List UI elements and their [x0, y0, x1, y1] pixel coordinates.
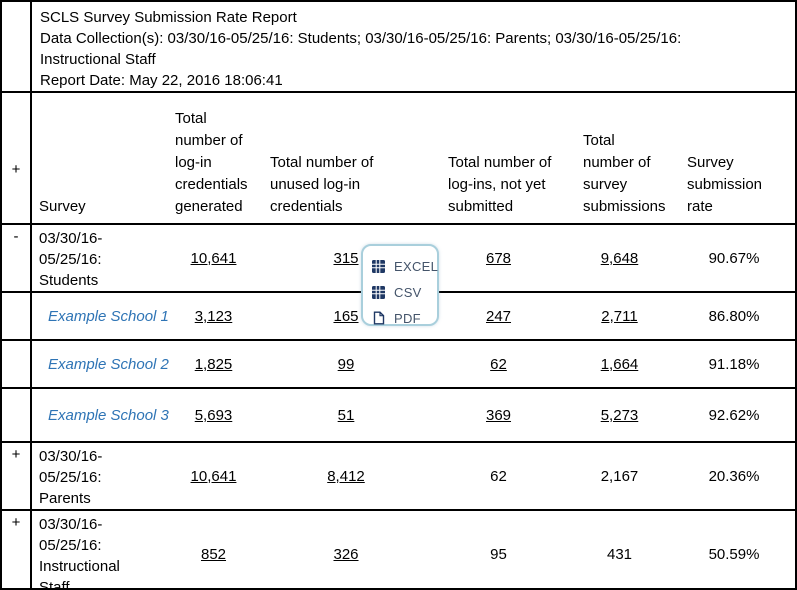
survey-group-label: 03/30/16-05/25/16: Parents	[31, 442, 166, 511]
row-toggle-expand[interactable]: +	[2, 510, 32, 588]
spreadsheet-grid-icon	[372, 285, 385, 299]
export-pdf-label: PDF	[394, 310, 421, 326]
credentials-generated-value[interactable]: 852	[200, 546, 227, 563]
table-row: Example School 3 5,693 51 369 5,273 92.6…	[2, 388, 795, 443]
export-menu: EXCEL CSV PDF	[361, 244, 439, 326]
survey-submissions-value[interactable]: 1,664	[566, 340, 673, 389]
col-header-not-yet-submitted: Total number of log-ins, not yet submitt…	[431, 92, 566, 225]
survey-submissions-value: 2,167	[566, 442, 673, 511]
survey-submissions-value[interactable]: 9,648	[566, 224, 673, 293]
report-date: Report Date: May 22, 2016 18:06:41	[40, 72, 283, 89]
col-header-survey: Survey	[31, 92, 166, 225]
col-header-credentials-generated: Total number of log-in credentials gener…	[166, 92, 261, 225]
not-yet-submitted-value[interactable]: 62	[431, 340, 566, 389]
not-yet-submitted-value[interactable]: 247	[431, 292, 566, 341]
row-toggle-expand[interactable]: +	[2, 442, 32, 511]
not-yet-submitted-value[interactable]: 369	[431, 388, 566, 443]
submission-rate-value: 86.80%	[673, 292, 795, 341]
submission-rate-value: 92.62%	[673, 388, 795, 443]
not-yet-submitted-value: 95	[490, 546, 507, 563]
school-label: Example School 3	[31, 388, 169, 443]
survey-submissions-value[interactable]: 2,711	[566, 292, 673, 341]
report-data-collections: Data Collection(s): 03/30/16-05/25/16: S…	[40, 30, 682, 68]
export-csv-item[interactable]: CSV	[372, 279, 437, 305]
pdf-file-icon	[372, 311, 385, 325]
expand-all-toggle[interactable]: +	[2, 92, 32, 225]
row-toggle-empty	[2, 388, 32, 443]
submission-rate-value: 90.67%	[673, 224, 795, 293]
school-label: Example School 2	[31, 340, 169, 389]
credentials-generated-value[interactable]: 5,693	[166, 388, 261, 443]
spreadsheet-grid-icon	[372, 259, 385, 273]
export-excel-item[interactable]: EXCEL	[372, 253, 439, 279]
col-header-unused-credentials: Total number of unused log-in credential…	[261, 92, 431, 225]
export-pdf-item[interactable]: PDF	[372, 305, 437, 331]
corner-cell	[2, 2, 32, 93]
unused-credentials-value[interactable]: 51	[261, 388, 431, 443]
not-yet-submitted-value[interactable]: 678	[431, 224, 566, 293]
survey-group-label: 03/30/16-05/25/16: Students	[31, 224, 166, 293]
submission-rate-value: 50.59%	[708, 546, 760, 563]
col-header-submission-rate: Survey submission rate	[673, 92, 795, 225]
row-toggle-collapse[interactable]: -	[2, 224, 32, 293]
unused-credentials-value[interactable]: 8,412	[261, 442, 431, 511]
report-title: SCLS Survey Submission Rate Report	[40, 9, 297, 26]
col-header-survey-submissions: Total number of survey submissions	[566, 92, 673, 225]
unused-credentials-value[interactable]: 326	[333, 546, 359, 563]
submission-rate-value: 20.36%	[673, 442, 795, 511]
table-row: Example School 2 1,825 99 62 1,664 91.18…	[2, 340, 795, 389]
submission-rate-value: 91.18%	[673, 340, 795, 389]
export-csv-label: CSV	[394, 284, 422, 300]
unused-credentials-value[interactable]: 99	[261, 340, 431, 389]
credentials-generated-value[interactable]: 3,123	[166, 292, 261, 341]
table-row: + 03/30/16-05/25/16: Instructional Staff…	[2, 510, 795, 590]
export-excel-label: EXCEL	[394, 258, 439, 274]
credentials-generated-value[interactable]: 10,641	[166, 224, 261, 293]
survey-submissions-value[interactable]: 5,273	[566, 388, 673, 443]
not-yet-submitted-value: 62	[431, 442, 566, 511]
table-row: + 03/30/16-05/25/16: Parents 10,641 8,41…	[2, 442, 795, 511]
survey-group-label: 03/30/16-05/25/16: Instructional Staff	[39, 516, 120, 590]
report-header-cell: SCLS Survey Submission Rate Report Data …	[31, 2, 795, 93]
row-toggle-empty	[2, 292, 32, 341]
credentials-generated-value[interactable]: 10,641	[166, 442, 261, 511]
survey-submissions-value: 431	[606, 546, 633, 563]
row-toggle-empty	[2, 340, 32, 389]
school-label: Example School 1	[31, 292, 169, 341]
credentials-generated-value[interactable]: 1,825	[166, 340, 261, 389]
